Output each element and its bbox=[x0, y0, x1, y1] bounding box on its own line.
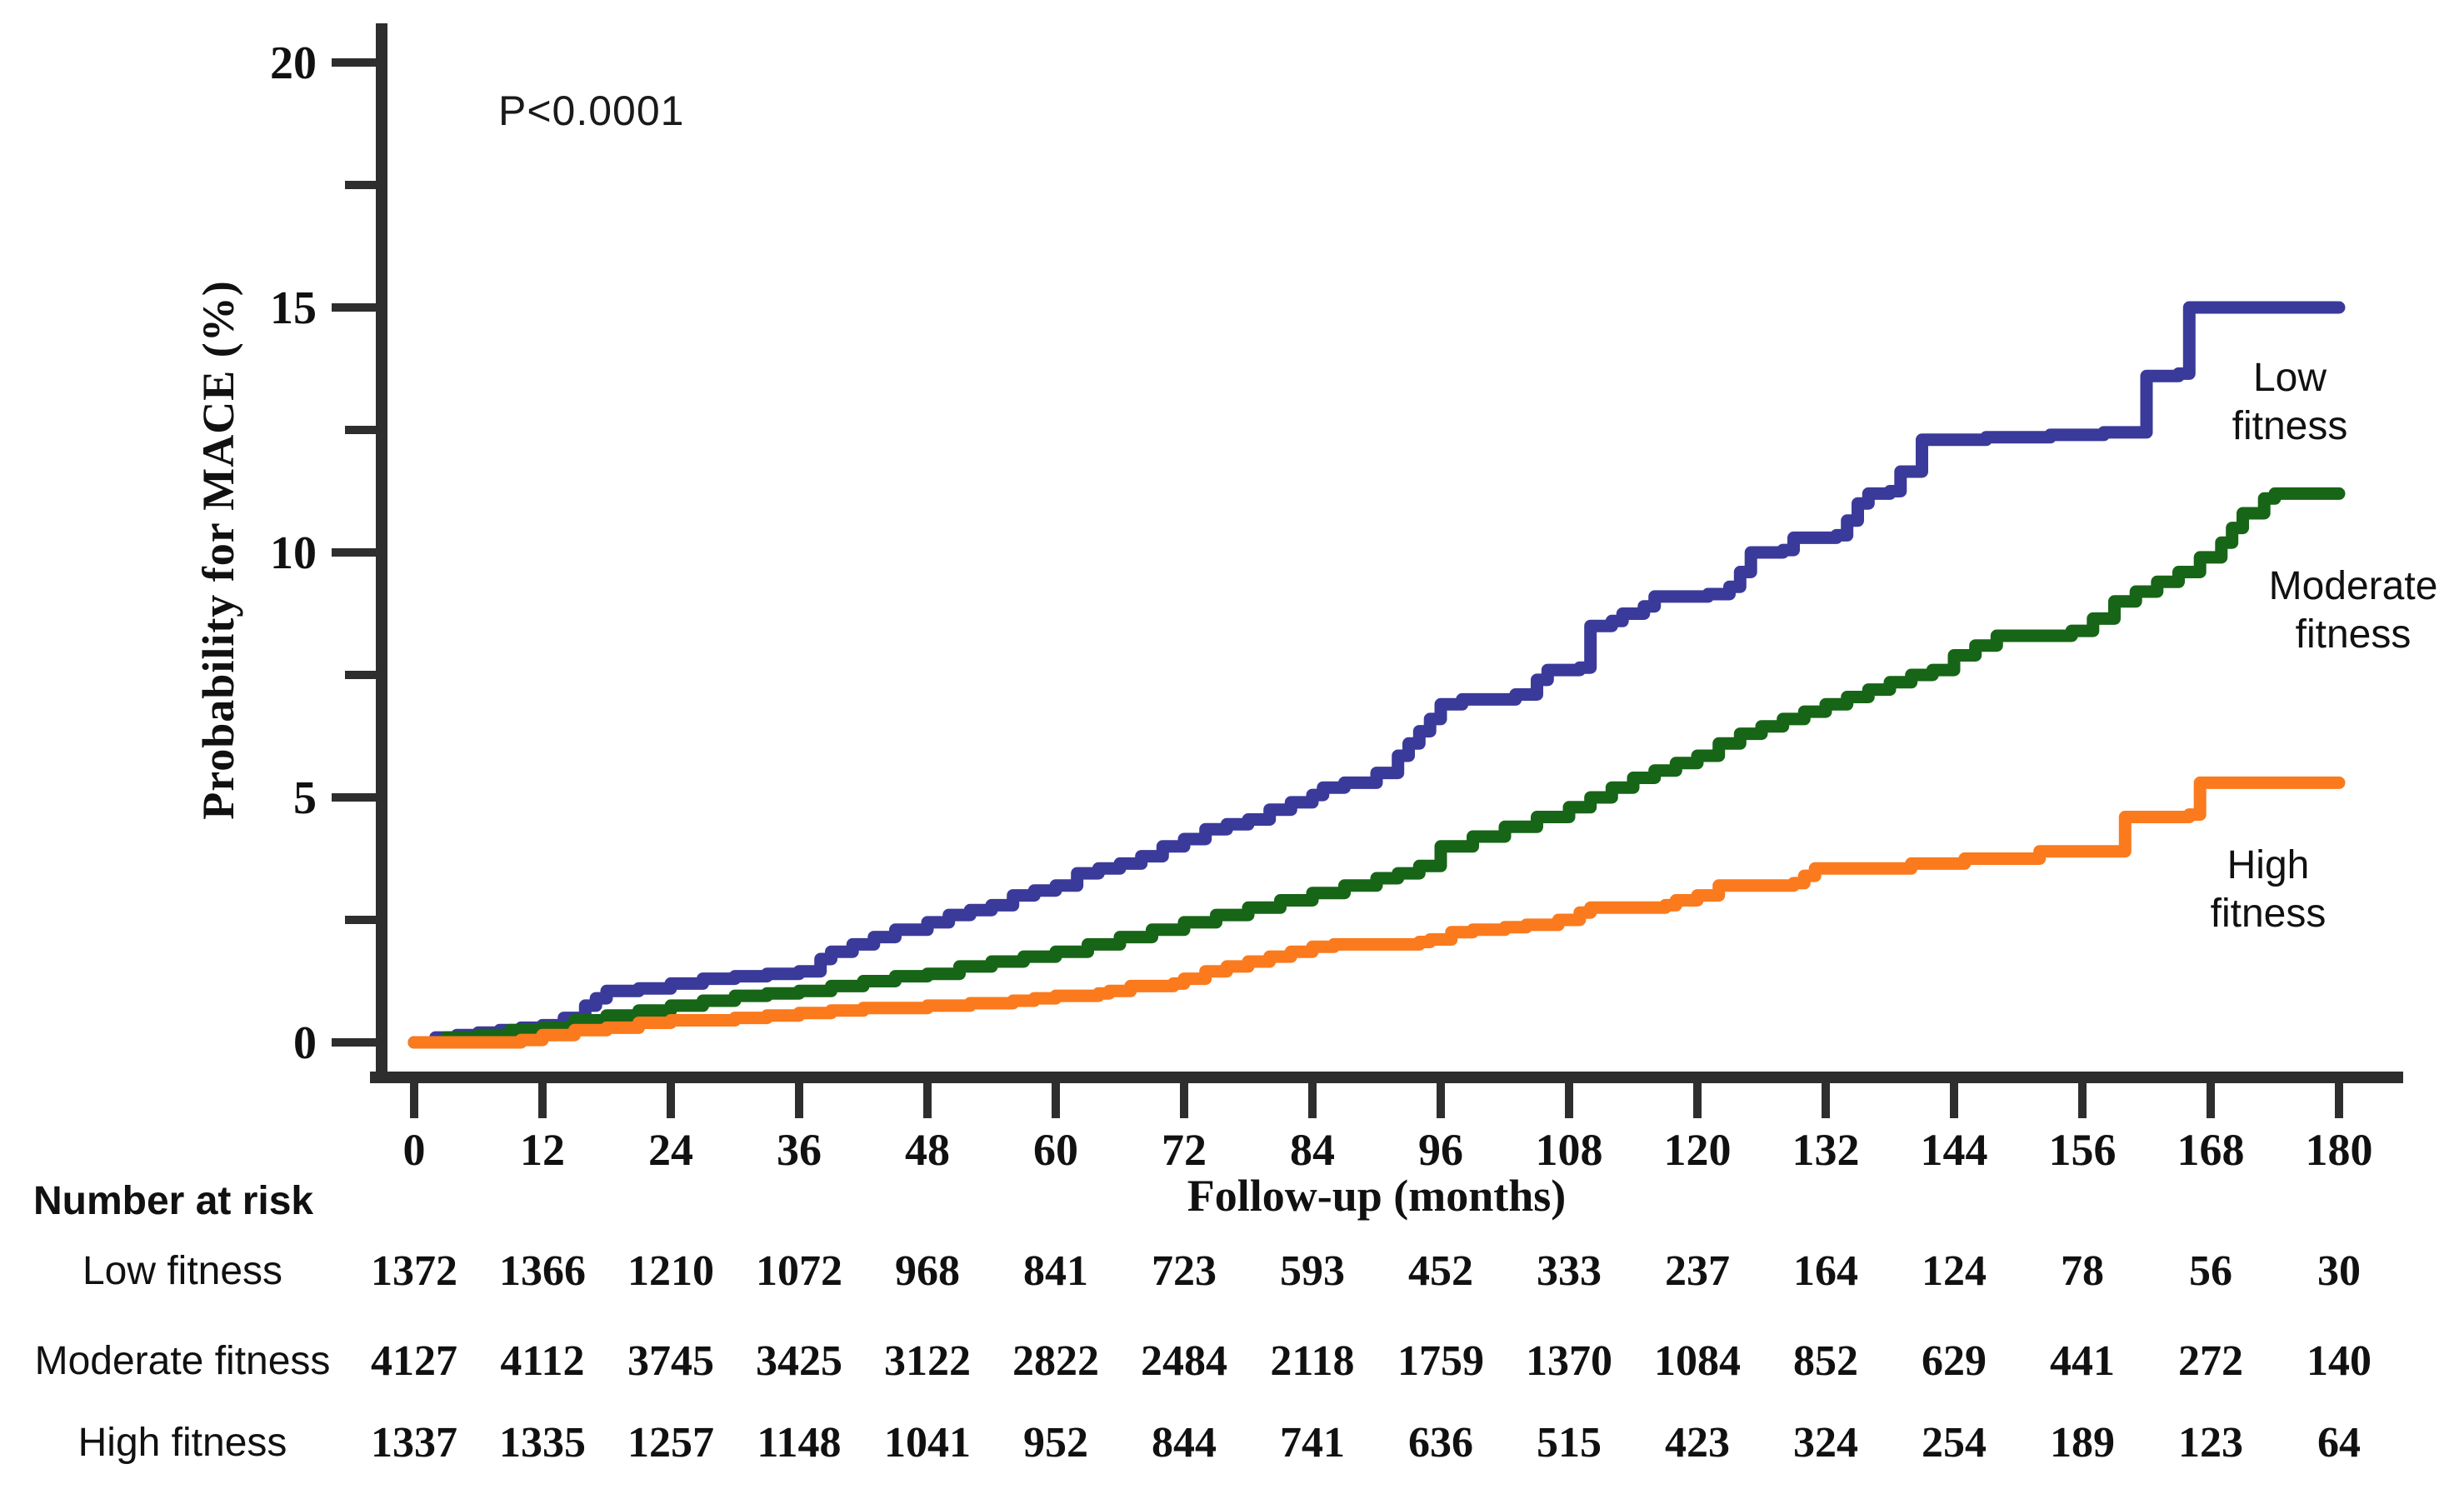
risk-value: 1072 bbox=[756, 1247, 842, 1295]
risk-value: 1257 bbox=[627, 1419, 714, 1467]
x-tick-label: 168 bbox=[2177, 1125, 2245, 1175]
risk-value: 123 bbox=[2178, 1419, 2243, 1467]
risk-value: 272 bbox=[2178, 1337, 2243, 1385]
risk-value: 3122 bbox=[884, 1337, 971, 1385]
series-label-moderate-fitness: Moderate fitness bbox=[2268, 564, 2438, 657]
x-tick-label: 48 bbox=[905, 1125, 950, 1175]
risk-value: 189 bbox=[2050, 1419, 2115, 1467]
y-axis-title: Probability for MACE (%) bbox=[193, 280, 243, 820]
risk-value: 593 bbox=[1280, 1247, 1345, 1295]
x-tick-label: 0 bbox=[403, 1125, 426, 1175]
risk-value: 1372 bbox=[371, 1247, 457, 1295]
x-tick-label: 108 bbox=[1536, 1125, 1603, 1175]
risk-value: 741 bbox=[1280, 1419, 1345, 1467]
x-tick-label: 24 bbox=[648, 1125, 693, 1175]
risk-value: 1337 bbox=[371, 1419, 457, 1467]
risk-value: 2118 bbox=[1270, 1337, 1355, 1385]
risk-value: 324 bbox=[1793, 1419, 1858, 1467]
x-tick-label: 120 bbox=[1664, 1125, 1732, 1175]
risk-value: 254 bbox=[1922, 1419, 1987, 1467]
risk-value: 1370 bbox=[1526, 1337, 1612, 1385]
risk-value: 1366 bbox=[499, 1247, 586, 1295]
x-tick-label: 72 bbox=[1162, 1125, 1207, 1175]
y-tick-label: 10 bbox=[270, 527, 317, 579]
x-tick-label: 156 bbox=[2049, 1125, 2117, 1175]
risk-value: 3745 bbox=[627, 1337, 714, 1385]
risk-value: 1335 bbox=[499, 1419, 586, 1467]
risk-value: 78 bbox=[2061, 1247, 2104, 1295]
y-tick-label: 20 bbox=[270, 37, 317, 89]
risk-value: 1084 bbox=[1654, 1337, 1741, 1385]
x-tick-label: 144 bbox=[1921, 1125, 1988, 1175]
risk-value: 452 bbox=[1408, 1247, 1473, 1295]
risk-value: 4112 bbox=[500, 1337, 585, 1385]
risk-value: 30 bbox=[2317, 1247, 2361, 1295]
risk-value: 140 bbox=[2307, 1337, 2372, 1385]
x-tick-label: 60 bbox=[1033, 1125, 1078, 1175]
risk-value: 237 bbox=[1665, 1247, 1730, 1295]
risk-value: 124 bbox=[1922, 1247, 1987, 1295]
risk-value: 3425 bbox=[756, 1337, 842, 1385]
curve-moderate-fitness bbox=[407, 487, 2346, 1049]
risk-value: 852 bbox=[1793, 1337, 1858, 1385]
risk-value: 723 bbox=[1152, 1247, 1217, 1295]
risk-value: 1210 bbox=[627, 1247, 714, 1295]
x-tick-label: 12 bbox=[520, 1125, 565, 1175]
y-tick-label: 0 bbox=[293, 1017, 317, 1069]
risk-row-label-high: High fitness bbox=[77, 1421, 287, 1465]
x-tick-label: 96 bbox=[1418, 1125, 1463, 1175]
risk-value: 164 bbox=[1793, 1247, 1858, 1295]
x-tick-label: 84 bbox=[1290, 1125, 1335, 1175]
risk-value: 968 bbox=[895, 1247, 960, 1295]
risk-table-title: Number at risk bbox=[33, 1179, 314, 1223]
risk-value: 56 bbox=[2189, 1247, 2232, 1295]
series-label-high-fitness: High fitness bbox=[2210, 843, 2327, 936]
p-value-annotation: P<0.0001 bbox=[498, 87, 685, 134]
y-tick-label: 5 bbox=[293, 772, 317, 824]
curve-high-fitness bbox=[407, 776, 2346, 1049]
x-tick-label: 132 bbox=[1792, 1125, 1860, 1175]
risk-value: 844 bbox=[1152, 1419, 1217, 1467]
risk-value: 423 bbox=[1665, 1419, 1730, 1467]
risk-value: 629 bbox=[1922, 1337, 1987, 1385]
series-label-low-fitness: Low fitness bbox=[2232, 356, 2348, 448]
x-tick-label: 36 bbox=[777, 1125, 822, 1175]
risk-value: 2484 bbox=[1141, 1337, 1227, 1385]
risk-value: 441 bbox=[2050, 1337, 2115, 1385]
risk-value: 636 bbox=[1408, 1419, 1473, 1467]
risk-row-label-low: Low fitness bbox=[82, 1249, 283, 1293]
risk-value: 1759 bbox=[1397, 1337, 1484, 1385]
risk-value: 333 bbox=[1537, 1247, 1602, 1295]
risk-row-label-moderate: Moderate fitness bbox=[34, 1339, 331, 1383]
risk-value: 64 bbox=[2317, 1419, 2361, 1467]
risk-value: 952 bbox=[1023, 1419, 1088, 1467]
x-axis-title: Follow-up (months) bbox=[1187, 1171, 1567, 1221]
risk-value: 2822 bbox=[1012, 1337, 1099, 1385]
risk-value: 4127 bbox=[371, 1337, 457, 1385]
y-tick-label: 15 bbox=[270, 282, 317, 334]
risk-value: 1041 bbox=[884, 1419, 971, 1467]
risk-value: 841 bbox=[1023, 1247, 1088, 1295]
risk-value: 1148 bbox=[757, 1419, 842, 1467]
risk-value: 515 bbox=[1537, 1419, 1602, 1467]
x-tick-label: 180 bbox=[2306, 1125, 2373, 1175]
curve-low-fitness bbox=[407, 301, 2346, 1049]
